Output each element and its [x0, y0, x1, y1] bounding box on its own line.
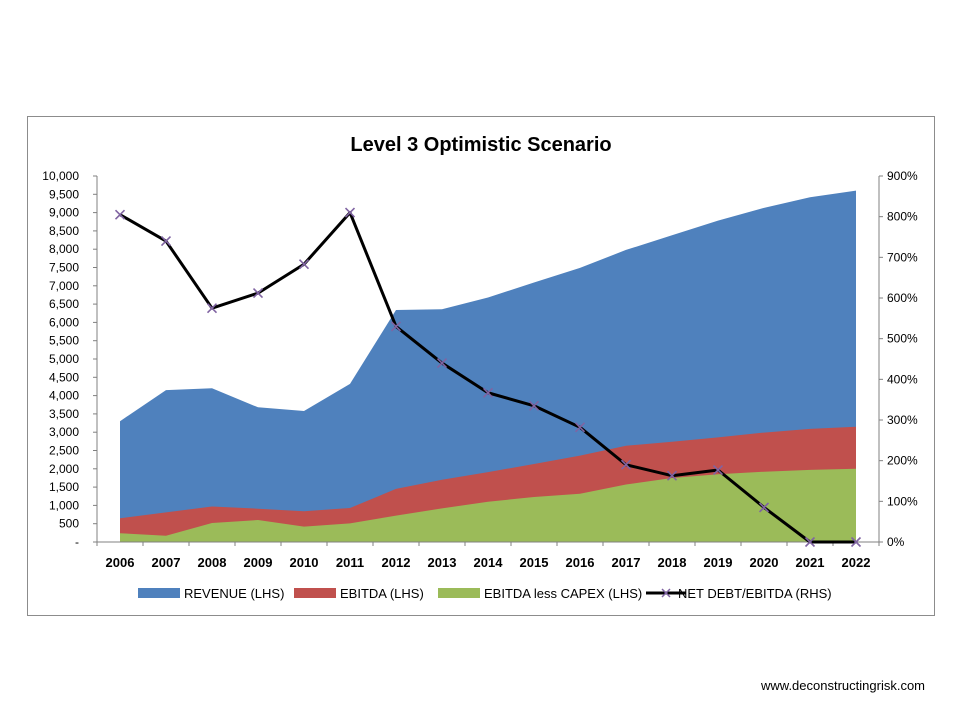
right-tick-label: 200%: [887, 454, 918, 468]
line-point-marker: [620, 459, 632, 470]
legend-swatch: [294, 588, 336, 598]
legend-label: NET DEBT/EBITDA (RHS): [678, 586, 832, 601]
line-point-marker: [574, 422, 586, 433]
x-tick-label: 2010: [290, 555, 319, 570]
legend-swatch: [438, 588, 480, 598]
x-tick-label: 2015: [520, 555, 549, 570]
right-tick-label: 0%: [887, 535, 905, 549]
left-tick-label: 4,000: [49, 389, 79, 403]
chart-title: Level 3 Optimistic Scenario: [350, 134, 611, 156]
line-point-marker: [804, 536, 816, 548]
left-tick-label: -: [75, 535, 79, 549]
right-tick-label: 600%: [887, 291, 918, 305]
left-tick-label: 5,500: [49, 334, 79, 348]
left-tick-label: 1,000: [49, 498, 79, 512]
left-tick-label: 9,500: [49, 187, 79, 201]
right-tick-label: 500%: [887, 332, 918, 346]
left-tick-label: 10,000: [42, 169, 79, 183]
line-point-marker: [344, 207, 356, 218]
left-tick-label: 9,000: [49, 206, 79, 220]
chart-svg: Level 3 Optimistic Scenario - 500 1,000 1,50…: [42, 134, 918, 601]
line-point-marker: [114, 209, 126, 220]
line-point-marker: [666, 470, 678, 481]
left-tick-label: 500: [59, 517, 79, 531]
x-tick-label: 2018: [658, 555, 687, 570]
legend-swatch: [138, 588, 180, 598]
x-tick-label: 2012: [382, 555, 411, 570]
legend-label: EBITDA (LHS): [340, 586, 424, 601]
legend-marker: [661, 588, 671, 598]
right-tick-label: 900%: [887, 169, 918, 183]
line-point-marker: [528, 400, 540, 411]
legend-label: REVENUE (LHS): [184, 586, 284, 601]
line-point-marker: [298, 259, 310, 270]
x-tick-label: 2009: [244, 555, 273, 570]
x-tick-label: 2011: [336, 555, 364, 570]
right-tick-label: 300%: [887, 413, 918, 427]
x-tick-label: 2017: [612, 555, 641, 570]
line-point-marker: [712, 464, 724, 476]
right-tick-label: 800%: [887, 210, 918, 224]
right-tick-label: 400%: [887, 372, 918, 386]
left-tick-label: 7,500: [49, 261, 79, 275]
chart-frame: Level 3 Optimistic Scenario - 500 1,000 1,50…: [27, 116, 935, 616]
left-tick-label: 3,500: [49, 407, 79, 421]
left-tick-label: 2,500: [49, 444, 79, 458]
x-tick-label: 2013: [428, 555, 457, 570]
line-point-marker: [436, 358, 448, 369]
legend-label: EBITDA less CAPEX (LHS): [484, 586, 642, 601]
left-tick-label: 6,500: [49, 297, 79, 311]
x-tick-label: 2021: [796, 555, 825, 570]
left-tick-label: 3,000: [49, 425, 79, 439]
x-tick-label: 2007: [152, 555, 181, 570]
line-point-marker: [758, 502, 770, 513]
left-tick-label: 4,500: [49, 370, 79, 384]
left-tick-label: 2,000: [49, 462, 79, 476]
left-tick-label: 1,500: [49, 480, 79, 494]
line-point-marker: [160, 236, 172, 247]
left-tick-label: 6,000: [49, 315, 79, 329]
x-tick-label: 2016: [566, 555, 595, 570]
line-point-marker: [206, 303, 218, 314]
left-tick-label: 7,000: [49, 279, 79, 293]
footer-url[interactable]: www.deconstructingrisk.com: [761, 678, 925, 693]
left-tick-label: 5,000: [49, 352, 79, 366]
line-point-marker: [252, 288, 264, 299]
x-tick-label: 2022: [842, 555, 871, 570]
x-tick-label: 2008: [198, 555, 227, 570]
line-point-marker: [850, 536, 862, 548]
x-tick-label: 2014: [474, 555, 504, 570]
right-tick-label: 100%: [887, 494, 918, 508]
area-series-3: [120, 468, 856, 542]
x-tick-label: 2019: [704, 555, 733, 570]
left-tick-label: 8,500: [49, 224, 79, 238]
line-point-marker: [482, 387, 494, 398]
left-tick-label: 8,000: [49, 242, 79, 256]
line-point-marker: [390, 321, 402, 332]
x-tick-label: 2020: [750, 555, 779, 570]
x-tick-label: 2006: [106, 555, 135, 570]
right-tick-label: 700%: [887, 250, 918, 264]
